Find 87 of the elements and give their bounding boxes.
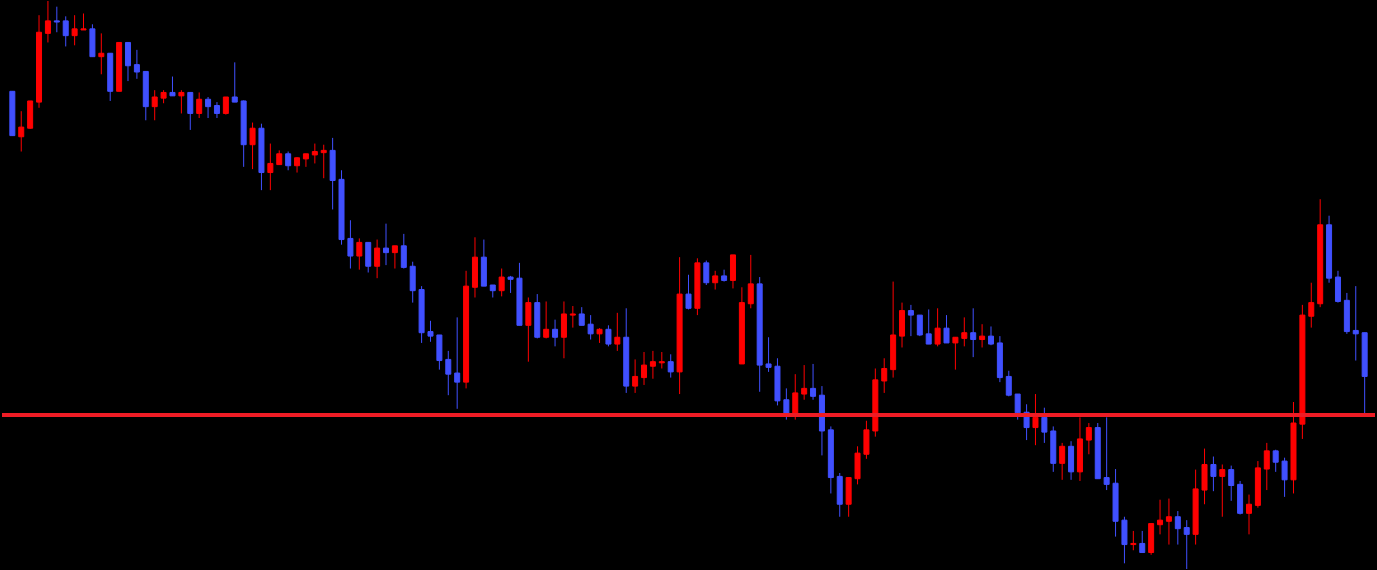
candlestick: [552, 319, 559, 347]
candlestick: [667, 353, 674, 379]
candlestick: [374, 239, 381, 279]
candlestick: [125, 41, 131, 82]
candlestick: [445, 350, 452, 396]
candlestick: [365, 241, 372, 273]
candlestick: [320, 144, 327, 179]
candlestick: [721, 269, 728, 283]
candlestick: [1157, 499, 1164, 535]
candlestick: [810, 363, 817, 401]
candlestick: [578, 306, 585, 326]
candlestick: [605, 324, 612, 347]
candlestick: [80, 13, 87, 31]
candlestick: [641, 351, 648, 386]
candlestick: [196, 91, 203, 119]
candlestick: [249, 122, 256, 170]
candlestick: [294, 156, 301, 174]
candlestick: [1183, 519, 1190, 570]
candlestick: [1139, 530, 1146, 554]
candlestick: [98, 32, 105, 75]
candlestick: [961, 316, 968, 347]
candlestick: [391, 245, 398, 270]
candlestick: [267, 143, 274, 191]
candlestick: [187, 91, 194, 131]
candlestick: [347, 219, 354, 270]
candlestick: [979, 323, 986, 348]
candlestick: [400, 233, 407, 270]
candlestick: [285, 151, 292, 171]
candlestick: [1014, 393, 1021, 421]
candlestick: [569, 305, 576, 329]
candlestick: [356, 237, 363, 271]
candlestick: [952, 336, 959, 371]
candlestick: [1032, 393, 1039, 446]
candlestick: [649, 350, 656, 380]
candlestick: [587, 314, 594, 341]
candlestick: [525, 297, 532, 363]
candlestick: [44, 0, 51, 43]
candlestick: [231, 61, 238, 103]
candlestick: [151, 89, 158, 121]
candlestick: [1308, 282, 1315, 329]
candlestick: [881, 357, 888, 394]
candlestick: [765, 336, 772, 373]
candlestick: [712, 270, 719, 291]
candlestick: [543, 300, 550, 339]
candlestick: [783, 387, 790, 421]
candlestick: [1130, 530, 1137, 551]
candlestick: [703, 260, 710, 286]
candlestick: [1219, 463, 1226, 518]
candlestick: [1174, 510, 1181, 546]
candlestick: [1228, 465, 1235, 502]
candlestick: [178, 89, 185, 114]
candlestick: [1210, 456, 1217, 492]
candlestick: [1263, 442, 1270, 491]
candlestick: [907, 304, 914, 337]
candlestick: [801, 364, 808, 401]
candlestick: [1059, 442, 1066, 481]
candlestick: [1085, 422, 1092, 455]
candlestick: [747, 254, 754, 309]
candlestick: [454, 316, 461, 410]
candlestick: [427, 320, 434, 343]
candlestick: [498, 268, 505, 297]
candlestick: [1041, 407, 1048, 444]
candlestick: [302, 153, 309, 168]
candlestick: [71, 14, 78, 46]
candlestick: [943, 314, 950, 344]
candlestick: [934, 307, 941, 347]
candlestick: [18, 110, 25, 153]
candlestick: [62, 15, 69, 47]
candlestick: [1103, 416, 1110, 491]
candlestick: [970, 307, 977, 358]
candlestick: [685, 274, 692, 310]
candlestick: [1281, 457, 1288, 498]
candlestick: [614, 312, 621, 352]
candlestick: [560, 300, 567, 359]
candlestick: [311, 143, 318, 164]
candlestick: [205, 96, 212, 119]
candlestick: [383, 223, 390, 266]
candlestick: [632, 358, 639, 394]
candlestick: [53, 6, 60, 33]
candlestick: [792, 373, 799, 421]
candlestick: [1246, 494, 1252, 535]
candlestick: [133, 49, 140, 80]
candlestick: [1352, 285, 1359, 362]
candlestick: [1165, 498, 1172, 546]
candlestick: [1005, 370, 1012, 397]
candlestick: [925, 308, 932, 345]
candlestick: [169, 76, 176, 97]
